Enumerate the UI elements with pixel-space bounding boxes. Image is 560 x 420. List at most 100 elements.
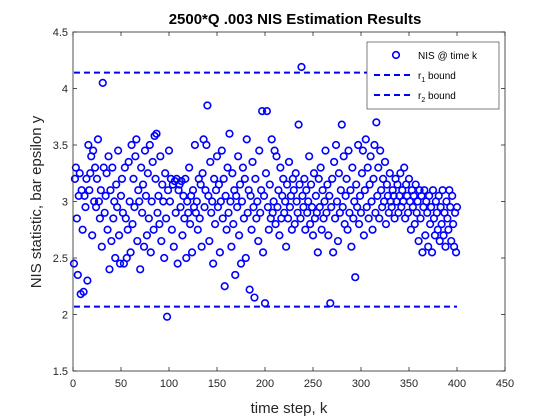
nis-point: [192, 197, 201, 206]
nis-point: [268, 208, 277, 217]
nis-point: [426, 203, 436, 212]
nis-point: [127, 140, 136, 150]
nis-point: [242, 135, 251, 144]
nis-point: [151, 174, 160, 183]
nis-point: [325, 191, 334, 200]
legend-label-nis: NIS @ time k: [418, 51, 478, 62]
nis-point: [403, 208, 413, 217]
nis-point: [136, 265, 145, 274]
nis-point: [94, 197, 104, 206]
nis-point: [134, 186, 143, 195]
nis-point: [98, 78, 107, 87]
nis-point: [116, 191, 126, 200]
nis-point: [193, 225, 202, 234]
nis-point: [139, 242, 149, 251]
nis-point: [105, 265, 114, 274]
nis-point: [388, 186, 397, 195]
nis-point: [109, 214, 118, 223]
nis-point: [334, 169, 344, 178]
nis-point: [260, 299, 270, 308]
nis-point: [328, 174, 337, 183]
nis-point: [306, 220, 315, 229]
nis-point: [83, 276, 92, 285]
x-tick-label: 0: [70, 378, 76, 390]
nis-point: [137, 163, 146, 172]
nis-point: [102, 169, 111, 178]
nis-point: [123, 225, 132, 234]
nis-point: [425, 191, 434, 200]
nis-point: [378, 174, 388, 183]
nis-point: [381, 220, 391, 229]
nis-point: [297, 62, 306, 72]
nis-point: [86, 169, 95, 178]
nis-point: [247, 225, 256, 234]
nis-point: [92, 174, 102, 183]
nis-point: [158, 180, 167, 189]
nis-point: [239, 214, 248, 223]
nis-point: [330, 214, 340, 223]
nis-point: [361, 135, 370, 144]
nis-point: [238, 163, 248, 172]
nis-point: [337, 120, 346, 129]
nis-point: [338, 203, 347, 212]
nis-point: [448, 191, 457, 200]
y-tick-label: 3.5: [53, 140, 68, 152]
nis-point: [95, 214, 104, 223]
nis-point: [125, 197, 134, 206]
nis-point: [78, 225, 87, 234]
nis-point: [316, 163, 325, 172]
nis-points: [69, 62, 462, 321]
nis-point: [398, 186, 407, 195]
nis-point: [210, 220, 220, 229]
nis-point: [363, 163, 372, 172]
nis-point: [353, 203, 362, 212]
nis-point: [291, 169, 300, 178]
y-tick-label: 2: [62, 310, 68, 322]
nis-point: [75, 169, 84, 178]
nis-point: [263, 203, 272, 212]
nis-point: [179, 191, 188, 200]
nis-point: [289, 186, 298, 195]
nis-point: [100, 208, 109, 217]
nis-point: [412, 208, 421, 217]
nis-point: [114, 146, 123, 155]
nis-point: [344, 146, 353, 155]
nis-point: [345, 208, 354, 217]
nis-point: [396, 169, 405, 178]
nis-point: [241, 253, 250, 263]
nis-point: [197, 242, 206, 251]
nis-point: [73, 270, 82, 280]
nis-point: [377, 186, 386, 195]
nis-point: [216, 197, 225, 206]
nis-point: [120, 163, 129, 172]
nis-point: [304, 197, 313, 206]
nis-point: [309, 169, 319, 178]
nis-point: [276, 163, 285, 172]
nis-point: [275, 231, 284, 240]
nis-point: [235, 180, 245, 189]
nis-point: [443, 214, 452, 223]
nis-point: [271, 220, 280, 229]
nis-point: [330, 157, 339, 167]
nis-point: [296, 214, 305, 223]
nis-point: [111, 253, 120, 263]
nis-point: [143, 169, 152, 178]
nis-point: [451, 248, 461, 257]
nis-point: [221, 191, 230, 200]
nis-point: [354, 140, 363, 150]
nis-point: [138, 180, 148, 189]
nis-point: [306, 180, 316, 189]
nis-point: [132, 135, 141, 144]
nis-point: [171, 208, 180, 217]
nis-point: [265, 180, 274, 189]
nis-point: [174, 186, 183, 195]
nis-point: [79, 287, 88, 297]
nis-point: [369, 174, 378, 183]
nis-point: [128, 220, 137, 229]
nis-point: [115, 259, 125, 268]
nis-point: [214, 180, 224, 189]
nis-point: [121, 214, 130, 223]
nis-point: [355, 191, 365, 200]
nis-point: [101, 191, 110, 200]
nis-point: [358, 146, 368, 155]
